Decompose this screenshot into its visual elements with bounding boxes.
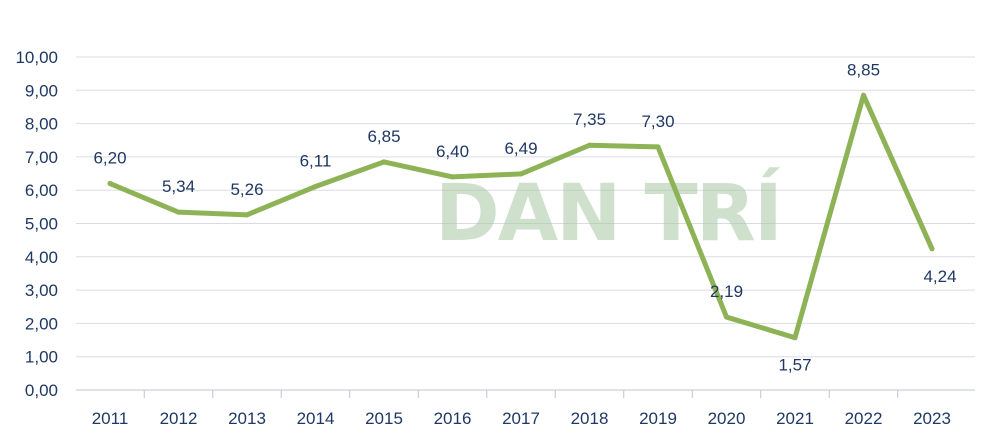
- data-point: [587, 142, 592, 148]
- y-tick-label: 7,00: [25, 148, 58, 167]
- y-tick-label: 1,00: [25, 348, 58, 367]
- data-label: 5,26: [230, 180, 263, 199]
- data-label: 6,20: [93, 149, 126, 168]
- series-line-layer: [107, 92, 935, 341]
- data-point: [244, 212, 250, 218]
- data-point: [176, 209, 181, 215]
- data-point: [381, 159, 387, 165]
- data-point: [792, 335, 798, 341]
- data-label: 8,85: [847, 60, 880, 79]
- x-tick-label: 2019: [639, 409, 677, 428]
- data-labels: 6,20 5,34 5,26 6,11 6,85 6,40 6,49 7,35 7,30 2,19…: [93, 60, 956, 374]
- y-tick-label: 10,00: [15, 48, 58, 67]
- x-tick-label: 2022: [845, 409, 883, 428]
- data-label: 1,57: [778, 356, 811, 375]
- data-point: [655, 144, 661, 150]
- data-point: [107, 181, 113, 187]
- data-label: 6,11: [300, 152, 332, 171]
- data-label: 7,30: [641, 112, 674, 131]
- x-tick-label: 2013: [228, 409, 266, 428]
- data-label: 2,19: [710, 282, 743, 301]
- data-label: 6,85: [367, 127, 400, 146]
- data-point: [450, 174, 455, 180]
- x-tick-label: 2011: [92, 409, 129, 428]
- y-axis-ticks: 0,00 1,00 2,00 3,00 4,00 5,00 6,00 7,00 8,00 9,00…: [15, 48, 58, 400]
- data-point: [861, 92, 866, 98]
- x-tick-label: 2016: [434, 409, 472, 428]
- data-label: 6,40: [436, 142, 469, 161]
- x-tick-label: 2021: [776, 409, 814, 428]
- data-label: 5,34: [162, 177, 195, 196]
- data-point: [929, 246, 935, 252]
- x-axis-ticks: 2011 2012 2013 2014 2015 2016 2017 2018 2019 2020…: [92, 390, 951, 428]
- watermark-logo: DAN TRÍ: [435, 167, 781, 259]
- data-label: 4,24: [923, 267, 956, 286]
- data-label: 6,49: [504, 139, 537, 158]
- y-tick-label: 3,00: [25, 281, 58, 300]
- gridlines: [76, 56, 975, 391]
- x-tick-label: 2020: [708, 409, 746, 428]
- x-tick-label: 2017: [502, 409, 540, 428]
- x-tick-label: 2012: [160, 409, 198, 428]
- y-tick-label: 4,00: [25, 248, 58, 267]
- y-tick-label: 2,00: [25, 314, 58, 333]
- data-point: [724, 314, 729, 320]
- y-tick-label: 6,00: [25, 181, 58, 200]
- data-label: 7,35: [573, 110, 606, 129]
- x-tick-label: 2014: [297, 409, 335, 428]
- y-tick-label: 9,00: [25, 81, 58, 100]
- x-tick-label: 2015: [365, 409, 403, 428]
- x-tick-label: 2018: [571, 409, 609, 428]
- x-tick-label: 2023: [913, 409, 951, 428]
- data-point: [313, 184, 318, 190]
- y-tick-label: 8,00: [25, 115, 58, 134]
- data-point: [518, 171, 524, 177]
- y-tick-label: 5,00: [25, 215, 58, 234]
- y-tick-label: 0,00: [25, 381, 58, 400]
